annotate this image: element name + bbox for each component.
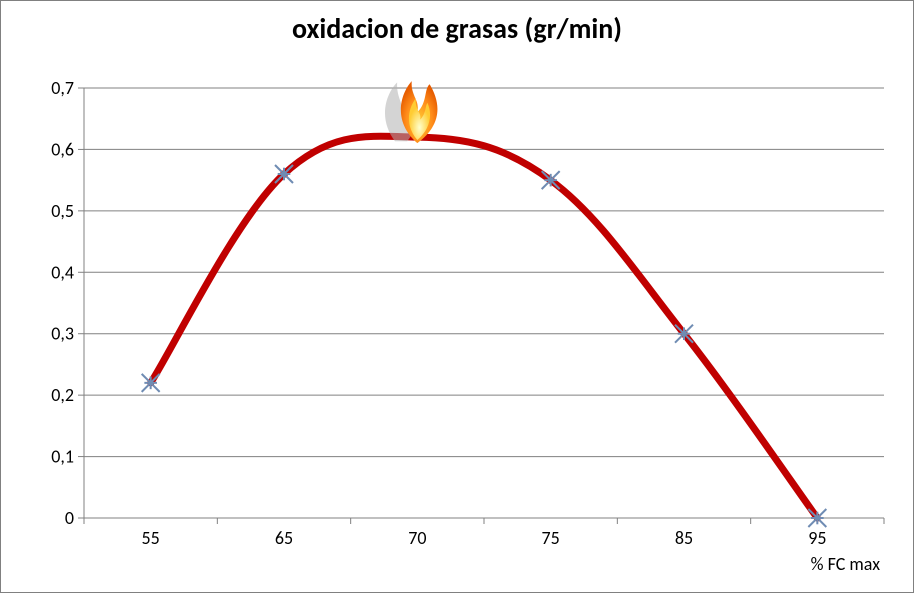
chart-container: oxidacion de grasas (gr/min) 00,10,20,30… (0, 0, 914, 593)
flame-icon (385, 81, 437, 143)
svg-text:85: 85 (675, 527, 693, 549)
svg-text:55: 55 (142, 527, 160, 549)
data-marker (275, 165, 293, 183)
data-marker (542, 171, 560, 189)
svg-text:65: 65 (275, 527, 293, 549)
data-marker (808, 509, 826, 527)
svg-text:0: 0 (65, 507, 74, 529)
svg-text:0,4: 0,4 (51, 261, 74, 283)
svg-text:0,6: 0,6 (51, 138, 74, 160)
svg-text:% FC max: % FC max (811, 553, 881, 575)
svg-text:0,1: 0,1 (51, 446, 74, 468)
svg-text:70: 70 (408, 527, 426, 549)
svg-text:75: 75 (542, 527, 560, 549)
chart-plot: 0 0,1 0,2 0,3 0,4 0,5 0,6 0,7 55 65 70 75 85 95 % FC m… (1, 1, 914, 594)
svg-text:0,2: 0,2 (51, 384, 74, 406)
svg-text:0,3: 0,3 (51, 323, 74, 345)
svg-text:0,5: 0,5 (51, 200, 74, 222)
data-marker (142, 374, 160, 392)
svg-text:95: 95 (808, 527, 826, 549)
data-marker (675, 325, 693, 343)
svg-text:0,7: 0,7 (51, 77, 74, 99)
